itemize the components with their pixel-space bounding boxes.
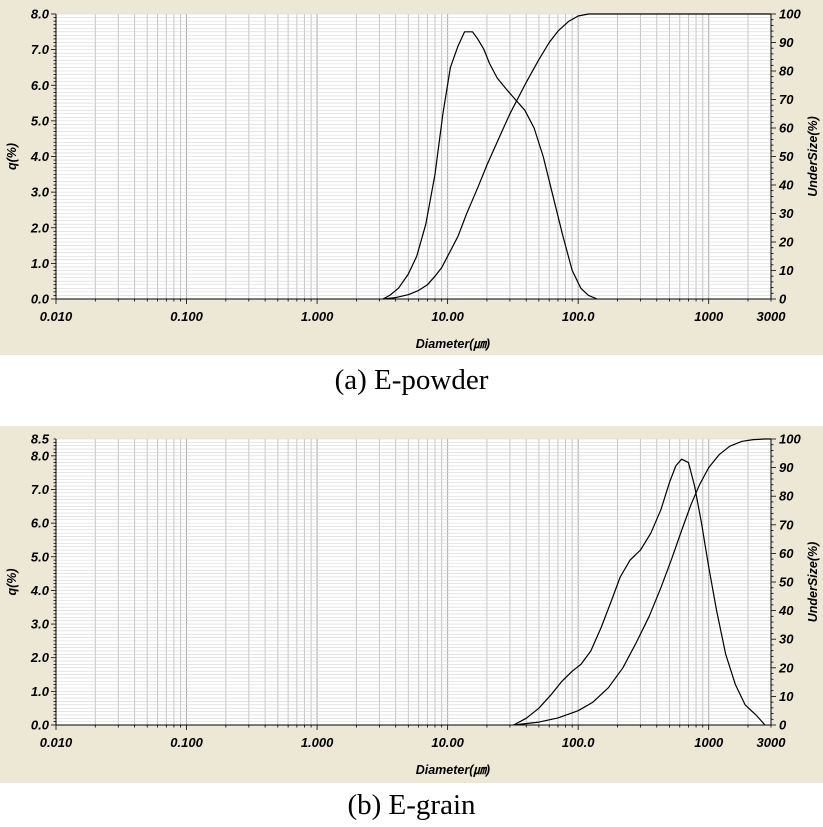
caption-a: (a) E-powder <box>334 364 489 396</box>
tick-labels: 0.0 1.0 2.0 3.0 4.0 5.0 6.0 7.0 8.08.5 0 10 20 30 40 5… <box>30 432 802 751</box>
y-left-tick-label: 2.0 <box>30 220 50 235</box>
y-left-tick-label: 0.0 <box>31 718 50 733</box>
y-left-tick-label: 4.0 <box>30 149 50 164</box>
y-left-tick-label: 5.0 <box>31 549 50 564</box>
y-right-tick-label: 30 <box>779 632 794 647</box>
y-right-tick-label: 60 <box>779 121 794 136</box>
frequency-distribution-line <box>513 458 766 726</box>
y-right-tick-label: 40 <box>778 178 794 193</box>
y-left-tick-label: 1.0 <box>31 256 50 271</box>
y-right-tick-label: 0 <box>779 718 787 733</box>
x-tick-label: 0.100 <box>170 309 203 324</box>
y-right-tick-label: 30 <box>779 206 794 221</box>
y-right-tick-label: 70 <box>779 92 794 107</box>
undersize-cumulative-line <box>382 13 771 300</box>
y-left-tick-label: 2.0 <box>30 650 50 665</box>
y-right-axis-title: UnderSize(%) <box>806 542 820 623</box>
y-right-tick-label: 90 <box>779 460 794 475</box>
y-left-tick-label: 6.0 <box>31 516 50 531</box>
x-tick-label: 3000 <box>757 309 787 324</box>
grid <box>55 13 772 300</box>
y-right-tick-label: 90 <box>779 35 794 50</box>
y-left-tick-label: 6.0 <box>31 78 50 93</box>
y-left-tick-label: 3.0 <box>31 617 50 632</box>
plot-area <box>56 439 771 725</box>
x-tick-label: 0.010 <box>40 309 73 324</box>
y-left-tick-label: 3.0 <box>31 185 50 200</box>
x-axis-title: Diameter(㎛) <box>416 337 490 351</box>
x-tick-label: 3000 <box>757 735 787 750</box>
y-left-tick-label: 8.5 <box>31 432 50 447</box>
y-right-tick-label: 10 <box>779 689 794 704</box>
y-right-tick-label: 50 <box>779 575 794 590</box>
chart-b-svg: 0.0 1.0 2.0 3.0 4.0 5.0 6.0 7.0 8.08.5 0 10 20 30 40 5… <box>0 426 823 783</box>
y-right-tick-label: 100 <box>779 7 801 22</box>
tick-labels: 0.0 1.0 2.0 3.0 4.0 5.0 6.0 7.0 8.0 0 10 20 30 40 50 60… <box>30 7 802 325</box>
x-tick-label: 1000 <box>694 735 724 750</box>
y-left-tick-label: 4.0 <box>30 583 50 598</box>
y-left-tick-label: 7.0 <box>31 42 50 57</box>
x-tick-label: 10.00 <box>431 735 464 750</box>
chart-panel-b: 0.0 1.0 2.0 3.0 4.0 5.0 6.0 7.0 8.0 8.5 0 10 20 30 40 5… <box>0 426 823 783</box>
x-tick-label: 100.0 <box>562 735 595 750</box>
x-tick-label: 1.000 <box>301 735 334 750</box>
y-right-tick-label: 80 <box>779 489 794 504</box>
y-right-tick-label: 80 <box>779 64 794 79</box>
series-group <box>513 438 771 726</box>
y-left-tick-label: 1.0 <box>31 684 50 699</box>
caption-b: (b) E-grain <box>347 789 476 821</box>
y-right-tick-label: 70 <box>779 517 794 532</box>
y-right-tick-label: 10 <box>779 263 794 278</box>
y-left-tick-label: 5.0 <box>31 113 50 128</box>
x-tick-label: 1.000 <box>301 309 334 324</box>
x-tick-label: 0.010 <box>40 735 73 750</box>
series-group <box>382 13 771 300</box>
y-right-tick-label: 100 <box>779 432 801 447</box>
y-right-tick-label: 50 <box>779 149 794 164</box>
chart-panel-a: 0.0 1.0 2.0 3.0 4.0 5.0 6.0 7.0 8.0 0 10 20 30 40 50 60… <box>0 0 823 355</box>
x-tick-label: 100.0 <box>562 309 595 324</box>
x-tick-label: 10.00 <box>431 309 464 324</box>
y-left-tick-label: 8.0 <box>31 448 50 463</box>
x-axis-title: Diameter(㎛) <box>416 763 490 777</box>
y-left-tick-label: 7.0 <box>31 482 50 497</box>
y-right-tick-label: 0 <box>779 292 787 307</box>
y-left-axis-title: q(%) <box>5 143 19 170</box>
y-right-tick-label: 20 <box>778 235 794 250</box>
y-left-tick-label: 0.0 <box>31 292 50 307</box>
undersize-cumulative-line <box>513 438 771 726</box>
chart-a-svg: 0.0 1.0 2.0 3.0 4.0 5.0 6.0 7.0 8.0 0 10 20 30 40 50 60… <box>0 0 823 355</box>
axes <box>51 438 776 730</box>
y-right-tick-label: 20 <box>778 660 794 675</box>
y-left-tick-label: 8.0 <box>31 7 50 22</box>
x-tick-label: 1000 <box>694 309 724 324</box>
y-right-tick-label: 60 <box>779 546 794 561</box>
y-left-axis-title: q(%) <box>5 568 19 595</box>
y-right-axis-title: UnderSize(%) <box>806 116 820 197</box>
axes <box>51 13 776 304</box>
frequency-distribution-line <box>382 31 598 300</box>
y-right-tick-label: 40 <box>778 603 794 618</box>
x-tick-label: 0.100 <box>170 735 203 750</box>
